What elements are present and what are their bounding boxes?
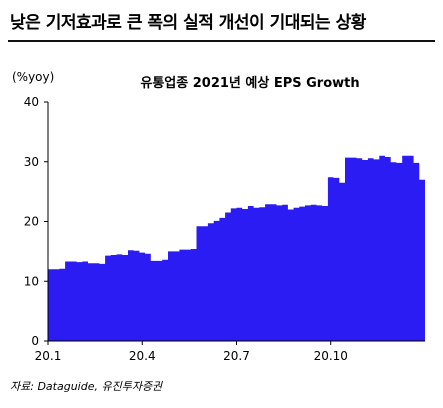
headline-rule [8, 40, 435, 42]
y-tick-label: 10 [24, 274, 39, 288]
headline: 낮은 기저효과로 큰 폭의 실적 개선이 기대되는 상황 [10, 13, 366, 33]
x-tick-label: 20.1 [35, 349, 62, 363]
x-tick-label: 20.7 [223, 349, 250, 363]
x-tick-label: 20.4 [129, 349, 156, 363]
x-tick-label: 20.10 [314, 349, 348, 363]
y-axis-unit-label: (%yoy) [12, 70, 55, 84]
y-tick-label: 20 [24, 215, 39, 229]
y-tick-label: 0 [31, 334, 39, 348]
source-note: 자료: Dataguide, 유진투자증권 [10, 380, 163, 393]
eps-growth-area [48, 155, 425, 341]
chart-title: 유통업종 2021년 예상 EPS Growth [140, 76, 360, 91]
y-tick-label: 40 [24, 95, 39, 109]
y-tick-label: 30 [24, 155, 39, 169]
